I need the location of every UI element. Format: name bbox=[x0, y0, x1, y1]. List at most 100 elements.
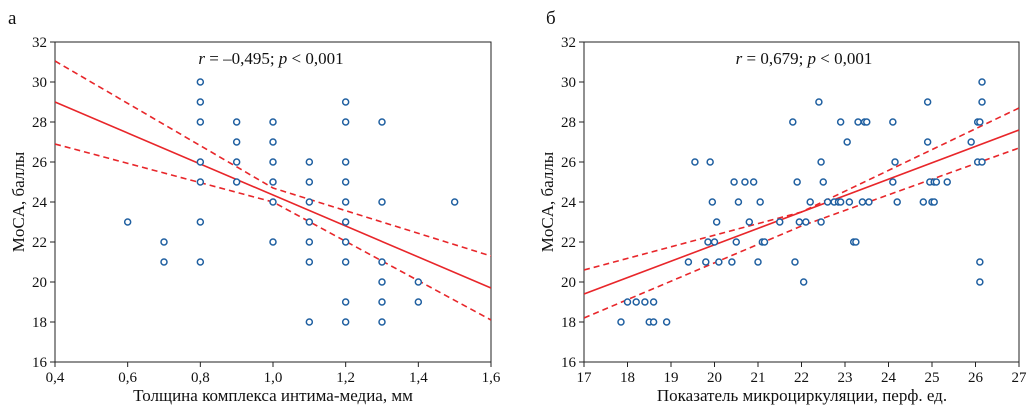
panel-a-x-tick-label: 1,4 bbox=[409, 370, 428, 386]
panel-b-data-point bbox=[817, 158, 825, 166]
panel-b-data-point bbox=[623, 298, 632, 306]
panel-a-x-tick-label: 1,2 bbox=[336, 370, 355, 386]
panel-b-data-point bbox=[930, 198, 938, 206]
panel-a-y-axis-label: MoCA, баллы bbox=[9, 151, 28, 252]
panel-b-data-point bbox=[967, 138, 975, 146]
panel-b-data-point bbox=[730, 178, 738, 186]
panel-b-y-tick-label: 20 bbox=[561, 275, 576, 291]
panel-b-data-point bbox=[754, 258, 762, 266]
panel-a-y-tick-label: 22 bbox=[32, 235, 47, 251]
panel-b-data-point bbox=[641, 298, 649, 306]
panel-b-data-point bbox=[799, 278, 808, 286]
panel-b-data-point bbox=[889, 118, 897, 126]
panel-a-y-tick-label: 18 bbox=[32, 315, 47, 331]
panel-a-data-point bbox=[305, 198, 314, 206]
panel-b-y-tick-label: 16 bbox=[561, 355, 577, 371]
panel-b-data-point bbox=[976, 278, 984, 286]
panel-b-ci-upper-line bbox=[584, 107, 1019, 271]
panel-a-letter: а bbox=[8, 8, 17, 29]
panel-a-data-point bbox=[196, 258, 205, 266]
panel-a-data-point bbox=[269, 138, 277, 146]
panel-b-data-point bbox=[865, 198, 873, 206]
panel-b-data-point bbox=[815, 98, 823, 106]
panel-b-x-tick-label: 22 bbox=[794, 370, 809, 386]
panel-a-data-point bbox=[196, 158, 205, 166]
panel-a-regression-line bbox=[55, 101, 491, 289]
panel-b-r-symbol: r bbox=[736, 49, 743, 68]
panel-a-y-tick-label: 26 bbox=[32, 155, 48, 171]
panel-b-data-point bbox=[649, 298, 658, 306]
panel-b-y-tick-label: 30 bbox=[561, 75, 576, 91]
panel-a-data-point bbox=[341, 178, 350, 186]
panel-a-data-point bbox=[232, 178, 241, 186]
panel-b-data-point bbox=[702, 258, 710, 266]
panel-b-data-point bbox=[817, 218, 825, 226]
panel-b-data-point bbox=[858, 198, 867, 206]
panel-b-y-tick-label: 28 bbox=[561, 115, 576, 131]
panel-b-stat-annotation: r = 0,679; p < 0,001 bbox=[736, 49, 873, 68]
panel-b-y-tick-label: 18 bbox=[561, 315, 576, 331]
panel-a-data-point bbox=[305, 258, 314, 266]
panel-b-data-point bbox=[632, 298, 640, 306]
panel-a-data-point bbox=[269, 238, 277, 246]
panel-b-fit-lines bbox=[584, 107, 1019, 319]
panel-b-x-tick-label: 26 bbox=[968, 370, 984, 386]
panel-b-data-point bbox=[919, 198, 928, 206]
panel-a-data-point bbox=[196, 118, 205, 126]
panel-b-data-point bbox=[756, 198, 764, 206]
panel-a-data-point bbox=[269, 158, 277, 166]
panel-a-data-point bbox=[341, 98, 350, 106]
panel-a-data-point bbox=[341, 218, 350, 226]
panel-b-x-tick-label: 18 bbox=[620, 370, 635, 386]
panel-a-data-point bbox=[378, 198, 386, 206]
panel-b-ci-lower-line bbox=[584, 147, 1019, 319]
panel-b-data-point bbox=[854, 118, 862, 126]
panel-b-data-point bbox=[836, 118, 845, 126]
panel-b-data-point bbox=[932, 178, 941, 186]
panel-a-x-tick-label: 1,6 bbox=[482, 370, 501, 386]
panel-b-plot-frame bbox=[583, 41, 1020, 363]
panel-b-y-tick-label: 22 bbox=[561, 235, 576, 251]
panel-a-x-tick-label: 0,8 bbox=[191, 370, 210, 386]
panel-b-p-value: < 0,001 bbox=[816, 49, 872, 68]
panel-a-data-point bbox=[305, 158, 314, 166]
panel-b-data-point bbox=[728, 258, 736, 266]
panel-b-data-point bbox=[843, 138, 851, 146]
panel-b-data-point bbox=[760, 238, 769, 246]
panel-a-data-point bbox=[341, 318, 350, 326]
panel-b: б MoCA, баллы Показатель микроциркуляции… bbox=[538, 8, 1027, 405]
panel-a-data-point bbox=[378, 318, 386, 326]
panel-b-x-tick-label: 17 bbox=[577, 370, 593, 386]
panel-b-r-value: = 0,679; bbox=[742, 49, 807, 68]
panel-b-data-point bbox=[745, 218, 754, 226]
panel-a-data-point bbox=[160, 238, 168, 246]
panel-a-data-point bbox=[232, 118, 241, 126]
panel-b-data-point bbox=[976, 118, 984, 126]
panel-b-data-point bbox=[732, 238, 740, 246]
panel-a-x-tick-label: 0,6 bbox=[118, 370, 137, 386]
panel-a-x-tick-label: 0,4 bbox=[46, 370, 65, 386]
panel-a-y-tick-label: 24 bbox=[32, 195, 48, 211]
panel-b-x-tick-label: 19 bbox=[664, 370, 679, 386]
panel-b-y-tick-label: 32 bbox=[561, 35, 576, 51]
panel-a-y-tick-label: 16 bbox=[32, 355, 48, 371]
panel-b-p-symbol: p bbox=[807, 49, 817, 68]
panel-a-p-value: < 0,001 bbox=[287, 49, 343, 68]
panel-a-data-point bbox=[305, 178, 314, 186]
panel-a-data-point bbox=[269, 118, 277, 126]
panel-b-data-point bbox=[712, 218, 721, 226]
panel-b-data-point bbox=[741, 178, 749, 186]
panel-a-r-symbol: r bbox=[198, 49, 205, 68]
panel-b-data-point bbox=[710, 238, 719, 246]
panel-b-data-point bbox=[923, 98, 932, 106]
panel-a-data-point bbox=[341, 158, 350, 166]
panel-b-data-point bbox=[978, 98, 986, 106]
panel-a-r-value: = –0,495; bbox=[205, 49, 279, 68]
panel-b-x-tick-label: 27 bbox=[1012, 370, 1028, 386]
panel-a-data-point bbox=[305, 218, 314, 226]
panel-b-x-tick-label: 20 bbox=[707, 370, 722, 386]
panel-b-data-point bbox=[802, 218, 810, 226]
panel-b-data-point bbox=[893, 198, 901, 206]
panel-a-data-point bbox=[378, 298, 386, 306]
